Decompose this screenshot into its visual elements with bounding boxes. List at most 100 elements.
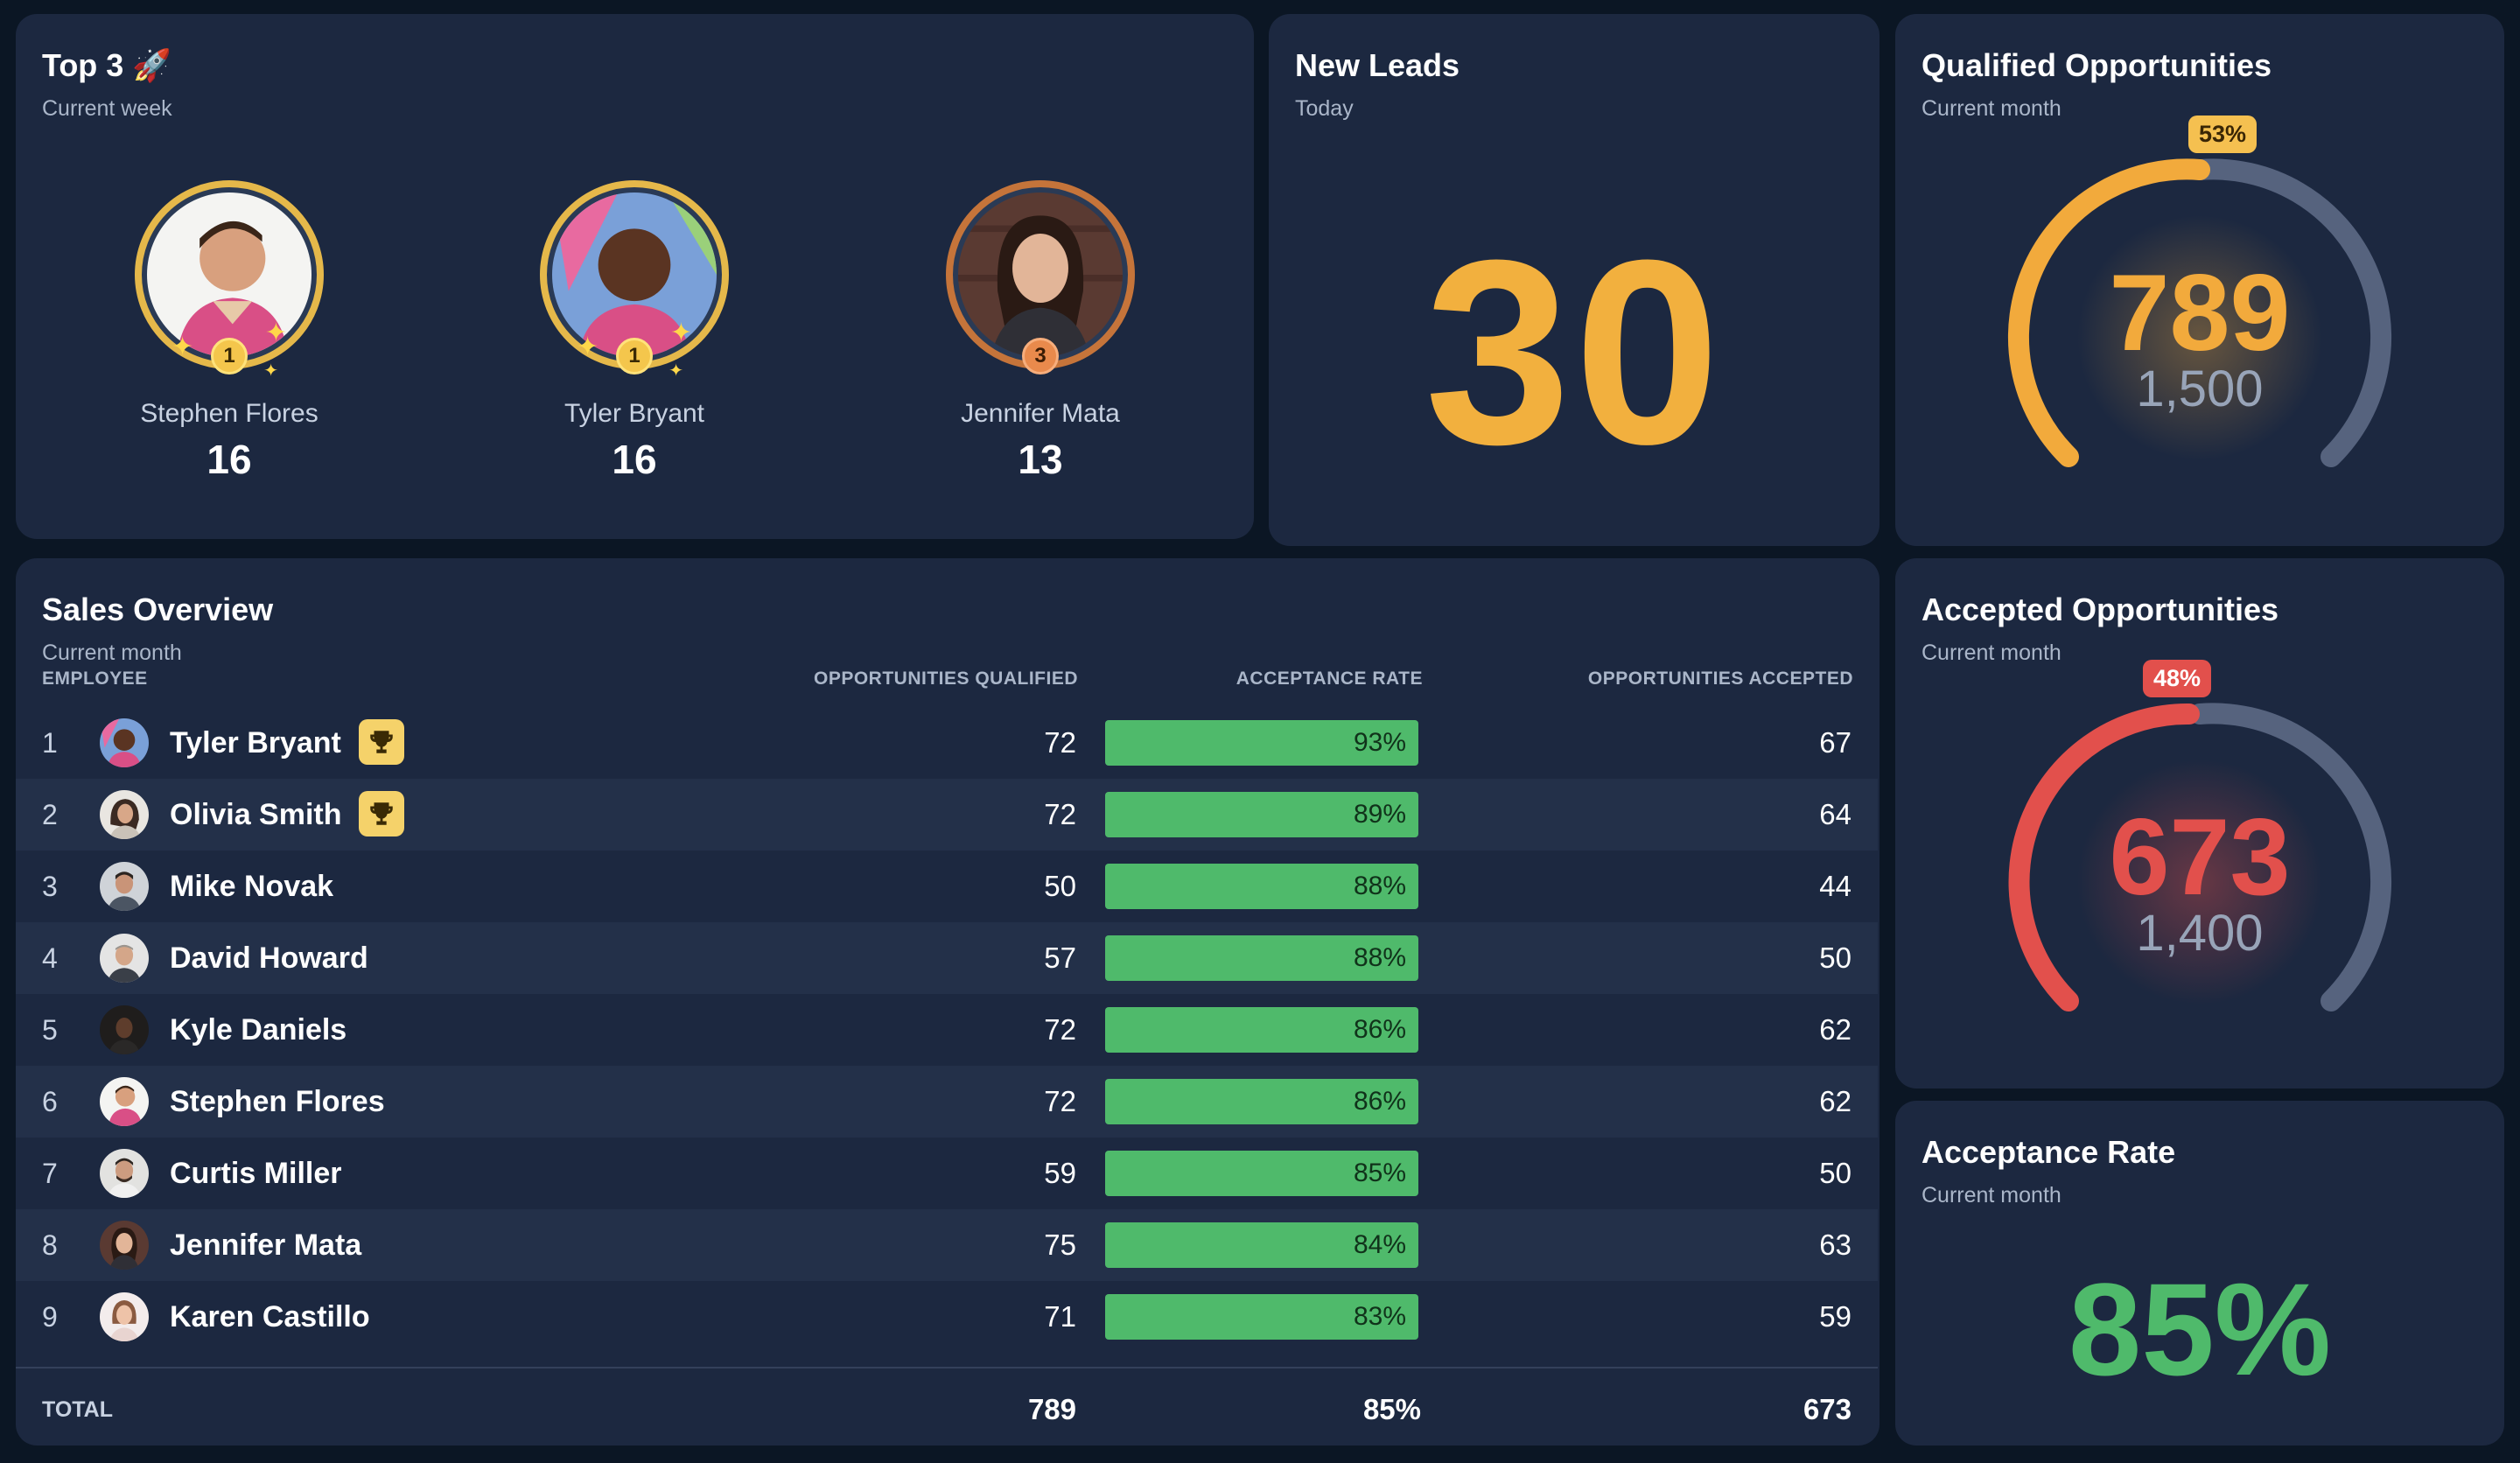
row-rank: 1 bbox=[42, 726, 58, 759]
qualified-count: 72 bbox=[1044, 726, 1076, 759]
employee-name: Olivia Smith bbox=[170, 797, 342, 831]
qualified-title: Qualified Opportunities bbox=[1922, 47, 2272, 83]
avatar: ✦ ✦ ✦ 1 bbox=[135, 180, 324, 380]
accepted-count: 50 bbox=[1819, 1157, 1852, 1189]
qualified-subtitle: Current month bbox=[1922, 96, 2062, 121]
podium-entry: 3 Jennifer Mata 13 bbox=[927, 180, 1154, 483]
table-row[interactable]: 8 Jennifer Mata 75 84% 63 bbox=[16, 1209, 1878, 1281]
acceptance-rate-bar: 86% bbox=[1105, 1079, 1418, 1124]
new-leads-value: 30 bbox=[1424, 205, 1724, 499]
gauge-fill bbox=[2007, 158, 2210, 467]
podium-name: Jennifer Mata bbox=[961, 399, 1120, 428]
acceptance-rate-value: 85% bbox=[2068, 1256, 2332, 1403]
qualified-count: 71 bbox=[1044, 1300, 1076, 1333]
accepted-count: 62 bbox=[1819, 1085, 1852, 1117]
acceptance-rate-bar: 84% bbox=[1105, 1222, 1418, 1268]
sparkle-icon: ✦ bbox=[172, 332, 194, 361]
qualified-value: 789 bbox=[2109, 253, 2291, 374]
employee-name: Mike Novak bbox=[170, 869, 334, 903]
avatar-photo bbox=[147, 192, 312, 357]
sparkle-icon: ✦ bbox=[264, 318, 287, 347]
qualified-count: 72 bbox=[1044, 1013, 1076, 1046]
acceptance-rate-title: Acceptance Rate bbox=[1922, 1134, 2176, 1170]
avatar bbox=[100, 718, 149, 767]
employee-name: Tyler Bryant bbox=[170, 725, 341, 760]
sales-title: Sales Overview bbox=[42, 592, 274, 627]
table-row[interactable]: 5 Kyle Daniels 72 86% 62 bbox=[16, 994, 1878, 1066]
qualified-count: 57 bbox=[1044, 942, 1076, 974]
col-header-qualified: OPPORTUNITIES QUALIFIED bbox=[813, 668, 1078, 689]
accepted-count: 62 bbox=[1819, 1013, 1852, 1046]
employee-name: Stephen Flores bbox=[170, 1084, 385, 1118]
top3-card: Top 3 🚀 Current week ✦ ✦ ✦ 1 Stephen Flo… bbox=[16, 14, 1254, 539]
accepted-count: 64 bbox=[1819, 798, 1852, 830]
sparkle-icon: ✦ bbox=[668, 361, 683, 381]
table-row[interactable]: 7 Curtis Miller 59 85% 50 bbox=[16, 1138, 1878, 1209]
rank-badge: 1 bbox=[211, 338, 248, 374]
avatar bbox=[100, 1077, 149, 1126]
total-row: TOTAL 789 85% 673 bbox=[16, 1374, 1878, 1446]
sparkle-icon: ✦ bbox=[577, 332, 599, 361]
row-rank: 8 bbox=[42, 1228, 58, 1261]
sparkle-icon: ✦ bbox=[669, 318, 692, 347]
percent-badge: 53% bbox=[2188, 116, 2258, 153]
podium-name: Stephen Flores bbox=[140, 399, 318, 428]
total-qualified: 789 bbox=[1027, 1393, 1076, 1425]
table-row[interactable]: 2 Olivia Smith 72 89% 64 bbox=[16, 779, 1878, 850]
employee-name: Jennifer Mata bbox=[170, 1228, 362, 1262]
accepted-target: 1,400 bbox=[2136, 905, 2264, 962]
row-rank: 4 bbox=[42, 942, 58, 974]
employee-name: Kyle Daniels bbox=[170, 1012, 347, 1046]
sales-overview-card: Sales Overview Current month EMPLOYEE OP… bbox=[16, 558, 1880, 1446]
qualified-gauge bbox=[2007, 158, 2392, 467]
avatar bbox=[100, 1005, 149, 1054]
row-rank: 2 bbox=[42, 798, 58, 830]
gauge-track bbox=[2189, 158, 2392, 467]
avatar bbox=[100, 1221, 149, 1270]
total-label: TOTAL bbox=[42, 1396, 114, 1422]
acceptance-rate-bar: 83% bbox=[1105, 1294, 1418, 1340]
avatar bbox=[100, 1149, 149, 1198]
row-rank: 9 bbox=[42, 1300, 58, 1333]
row-rank: 7 bbox=[42, 1157, 58, 1189]
row-rank: 3 bbox=[42, 870, 58, 902]
accepted-title: Accepted Opportunities bbox=[1922, 592, 2279, 627]
avatar-photo bbox=[958, 192, 1123, 357]
table-row[interactable]: 6 Stephen Flores 72 86% 62 bbox=[16, 1066, 1878, 1138]
gauge-fill bbox=[2008, 703, 2200, 1012]
avatar: 3 bbox=[946, 180, 1135, 374]
accepted-count: 44 bbox=[1819, 870, 1852, 902]
trophy-icon bbox=[359, 719, 404, 765]
sales-subtitle: Current month bbox=[42, 640, 182, 665]
qualified-card: Qualified Opportunities Current month 53… bbox=[1895, 14, 2504, 546]
qualified-count: 50 bbox=[1044, 870, 1076, 902]
accepted-subtitle: Current month bbox=[1922, 640, 2062, 665]
total-rate: 85% bbox=[1362, 1393, 1421, 1425]
table-row[interactable]: 4 David Howard 57 88% 50 bbox=[16, 922, 1878, 994]
accepted-count: 59 bbox=[1819, 1300, 1852, 1333]
table-row[interactable]: 9 Karen Castillo 71 83% 59 bbox=[16, 1281, 1878, 1353]
gauge-track bbox=[2189, 703, 2392, 1012]
accepted-value: 673 bbox=[2109, 797, 2291, 918]
rank-badge: 1 bbox=[616, 338, 653, 374]
podium-name: Tyler Bryant bbox=[564, 399, 705, 428]
acceptance-rate-bar: 93% bbox=[1105, 720, 1418, 766]
podium-score: 16 bbox=[612, 437, 657, 482]
podium-entry: ✦ ✦ ✦ 1 Tyler Bryant 16 bbox=[521, 180, 748, 483]
avatar bbox=[100, 790, 149, 839]
podium-score: 16 bbox=[206, 437, 252, 482]
percent-badge: 48% bbox=[2142, 660, 2212, 697]
acceptance-rate-bar: 85% bbox=[1105, 1151, 1418, 1196]
sparkle-icon: ✦ bbox=[263, 361, 278, 381]
acceptance-rate-bar: 86% bbox=[1105, 1007, 1418, 1053]
qualified-count: 59 bbox=[1044, 1157, 1076, 1189]
accepted-count: 50 bbox=[1819, 942, 1852, 974]
employee-name: Curtis Miller bbox=[170, 1156, 342, 1190]
rank-badge: 3 bbox=[1022, 338, 1059, 374]
accepted-count: 67 bbox=[1819, 726, 1852, 759]
table-row[interactable]: 3 Mike Novak 50 88% 44 bbox=[16, 850, 1878, 922]
total-divider bbox=[16, 1367, 1878, 1368]
accepted-count: 63 bbox=[1819, 1228, 1852, 1261]
employee-name: Karen Castillo bbox=[170, 1299, 370, 1334]
table-row[interactable]: 1 Tyler Bryant 72 93% 67 bbox=[16, 707, 1878, 779]
